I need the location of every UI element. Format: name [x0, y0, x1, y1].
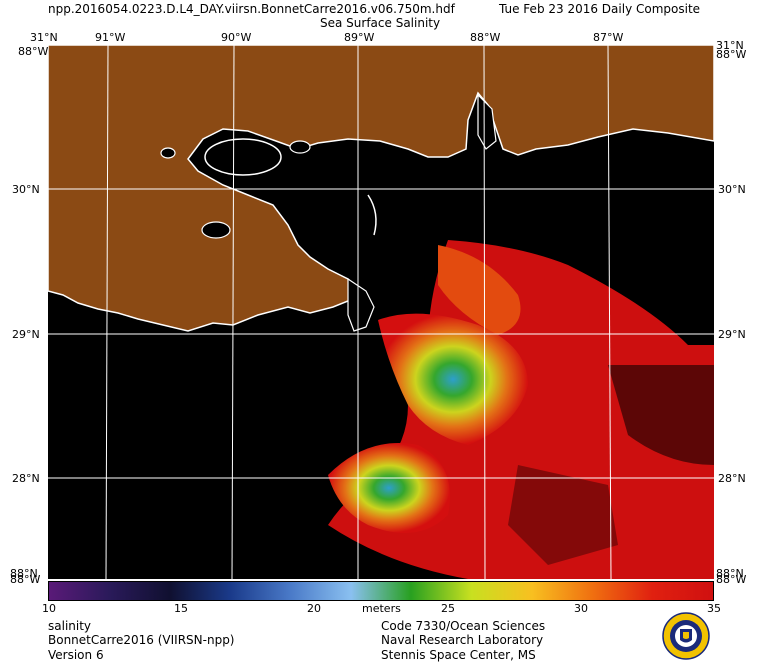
lat-label-right: 30°N	[718, 183, 746, 196]
footer-parameter: salinity	[48, 619, 92, 633]
colorbar-tick: 20	[307, 602, 321, 615]
salinity-field	[328, 240, 714, 579]
colorbar-tick: 30	[574, 602, 588, 615]
land-area	[48, 45, 714, 332]
salinity-colorbar	[48, 581, 714, 601]
lake-coastal	[160, 147, 176, 159]
product-title: Sea Surface Salinity	[320, 16, 441, 30]
corner-lon-top-left: 88°W	[18, 45, 49, 58]
colorbar-tick: 10	[42, 602, 56, 615]
colorbar-tick: 25	[441, 602, 455, 615]
footer-dataset: BonnetCarre2016 (VIIRSN-npp)	[48, 633, 235, 647]
lon-label-top: 90°W	[221, 31, 252, 44]
nrl-seal-icon	[662, 612, 710, 660]
corner-lat-top-right: 31°N	[716, 39, 744, 52]
lon-label-top: 91°W	[95, 31, 126, 44]
corner-lat-top-left: 31°N	[30, 31, 58, 44]
lon-label-top: 87°W	[593, 31, 624, 44]
salinity-map[interactable]	[48, 45, 714, 579]
lat-label-left: 28°N	[12, 472, 40, 485]
corner-lat-bottom-left: 88°N	[10, 567, 38, 580]
corner-lat-bottom-right: 88°N	[716, 567, 744, 580]
colorbar-tick: 15	[174, 602, 188, 615]
lake-pontchartrain	[204, 138, 282, 176]
lake-small	[289, 140, 311, 154]
corner-lon-bottom-right: 88°W	[716, 573, 747, 586]
footer-code: Code 7330/Ocean Sciences	[381, 619, 546, 633]
footer-location: Stennis Space Center, MS	[381, 648, 536, 662]
colorbar-tick: 35	[707, 602, 721, 615]
lat-label-left: 29°N	[12, 328, 40, 341]
lat-label-right: 29°N	[718, 328, 746, 341]
colorbar-units: meters	[362, 602, 401, 615]
lon-label-top: 89°W	[344, 31, 375, 44]
map-canvas	[48, 45, 714, 579]
graticule	[48, 45, 714, 579]
footer-version: Version 6	[48, 648, 104, 662]
date-label: Tue Feb 23 2016 Daily Composite	[499, 2, 701, 16]
chandeleur-islands	[367, 194, 377, 236]
footer-lab: Naval Research Laboratory	[381, 633, 544, 647]
corner-lon-bottom-left: 88°W	[10, 573, 41, 586]
corner-lon-top-right: 88°W	[716, 48, 747, 61]
lake-west	[201, 221, 231, 239]
lat-label-left: 30°N	[12, 183, 40, 196]
filename-label: npp.2016054.0223.D.L4_DAY.viirsn.BonnetC…	[48, 2, 455, 16]
lat-label-right: 28°N	[718, 472, 746, 485]
mobile-bay	[477, 93, 497, 150]
mississippi-delta	[347, 277, 375, 332]
lon-label-top: 88°W	[470, 31, 501, 44]
